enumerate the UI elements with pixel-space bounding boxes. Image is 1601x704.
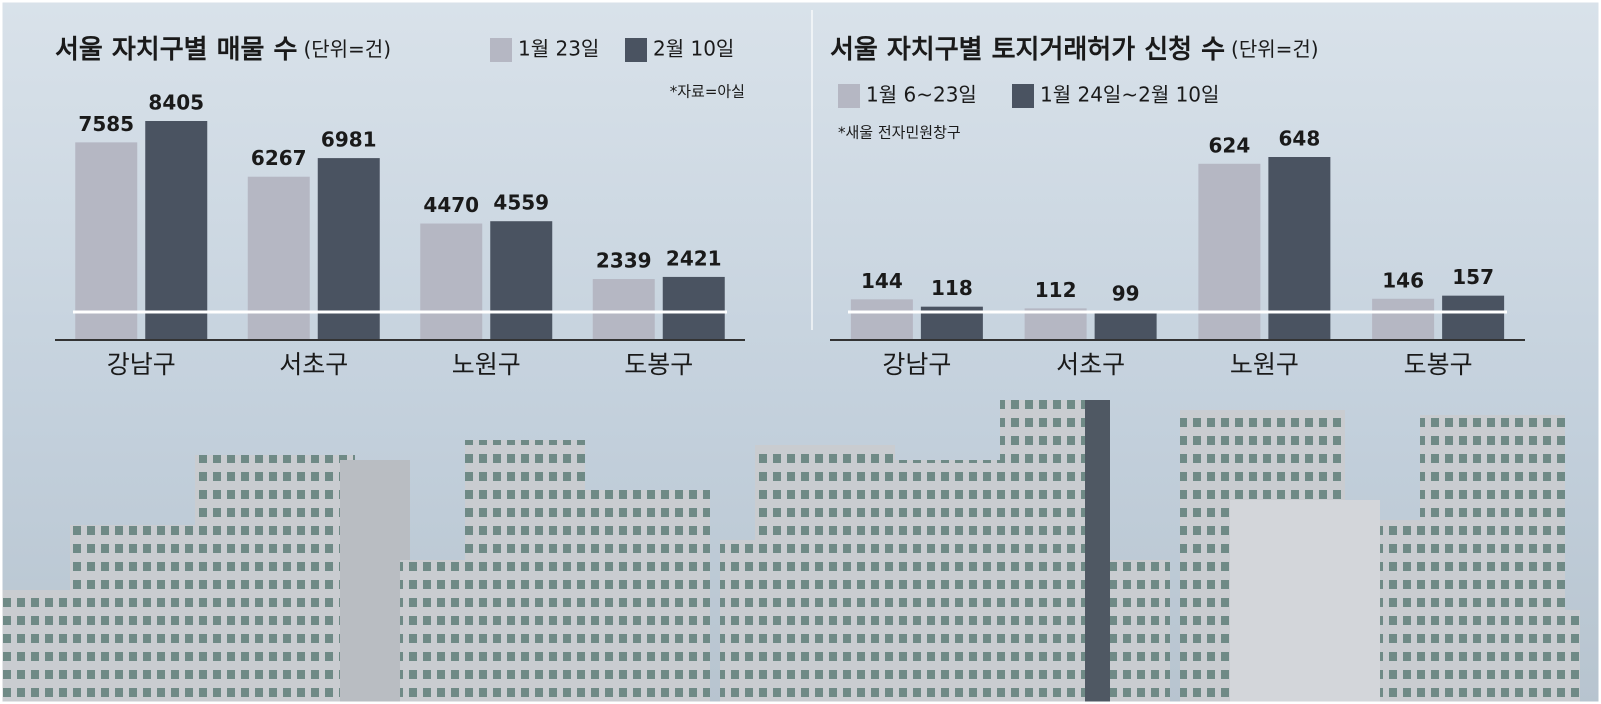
bar (420, 223, 483, 340)
legend-label: 1월 6~23일 (866, 83, 977, 107)
bar (75, 142, 138, 340)
value-label: 144 (861, 269, 903, 293)
value-label: 4559 (493, 191, 549, 215)
value-label: 4470 (423, 193, 479, 217)
value-label: 624 (1209, 133, 1251, 157)
unit-text: (단위=건) (303, 37, 391, 61)
x-tick-label: 강남구 (882, 350, 951, 379)
legend-swatch (490, 38, 512, 62)
chart: 서울 자치구별 매물 수 (단위=건) 1월 23일 2월 10일 *자료=아실 7585… (55, 35, 745, 379)
value-label: 6981 (321, 128, 377, 152)
bar (145, 121, 208, 340)
value-label: 648 (1279, 127, 1321, 151)
legend-swatch (625, 38, 647, 62)
x-tick-label: 강남구 (107, 350, 176, 379)
bar (317, 158, 380, 340)
source-note: *자료=아실 (670, 83, 745, 101)
value-label: 7585 (78, 112, 134, 136)
value-label: 2339 (596, 249, 652, 273)
value-label: 112 (1035, 278, 1077, 302)
bar (1372, 298, 1435, 340)
bar (850, 299, 913, 340)
bar (1094, 312, 1157, 340)
value-label: 8405 (148, 91, 204, 115)
value-label: 146 (1382, 268, 1424, 292)
x-tick-label: 노원구 (452, 350, 521, 379)
legend-label: 1월 24일~2월 10일 (1040, 83, 1219, 107)
x-tick-label: 도봉구 (1404, 350, 1473, 379)
x-tick-label: 도봉구 (624, 350, 693, 379)
bar (490, 221, 553, 340)
bar (1024, 308, 1087, 340)
source-note: *새울 전자민원창구 (838, 124, 961, 142)
legend-swatch (838, 84, 860, 108)
bar (662, 276, 725, 340)
title-text: 서울 자치구별 토지거래허가 신청 수 (830, 35, 1225, 65)
charts: 서울 자치구별 매물 수 (단위=건) 1월 23일 2월 10일*자료=아실7585… (55, 35, 1525, 379)
legend-label: 2월 10일 (653, 37, 734, 61)
value-label: 118 (931, 276, 973, 300)
unit-text: (단위=건) (1231, 37, 1319, 61)
chart-title: 서울 자치구별 매물 수 (단위=건) (55, 35, 391, 65)
x-tick-label: 노원구 (1230, 350, 1299, 379)
buildings (0, 400, 1580, 704)
bar (1198, 163, 1261, 340)
value-label: 157 (1452, 265, 1494, 289)
bar (1268, 157, 1331, 340)
value-label: 99 (1112, 282, 1140, 306)
x-tick-label: 서초구 (279, 350, 348, 379)
legend-swatch (1012, 84, 1034, 108)
value-label: 6267 (251, 146, 307, 170)
value-label: 2421 (666, 246, 722, 270)
chart: 서울 자치구별 토지거래허가 신청 수 (단위=건) 1월 6~23일 1월 24일~… (830, 35, 1525, 379)
bar (247, 176, 310, 340)
bar (592, 279, 655, 340)
title-text: 서울 자치구별 매물 수 (55, 35, 297, 65)
chart-title: 서울 자치구별 토지거래허가 신청 수 (단위=건) (830, 35, 1319, 65)
bar (1442, 295, 1505, 340)
legend-label: 1월 23일 (518, 37, 599, 61)
x-tick-label: 서초구 (1056, 350, 1125, 379)
